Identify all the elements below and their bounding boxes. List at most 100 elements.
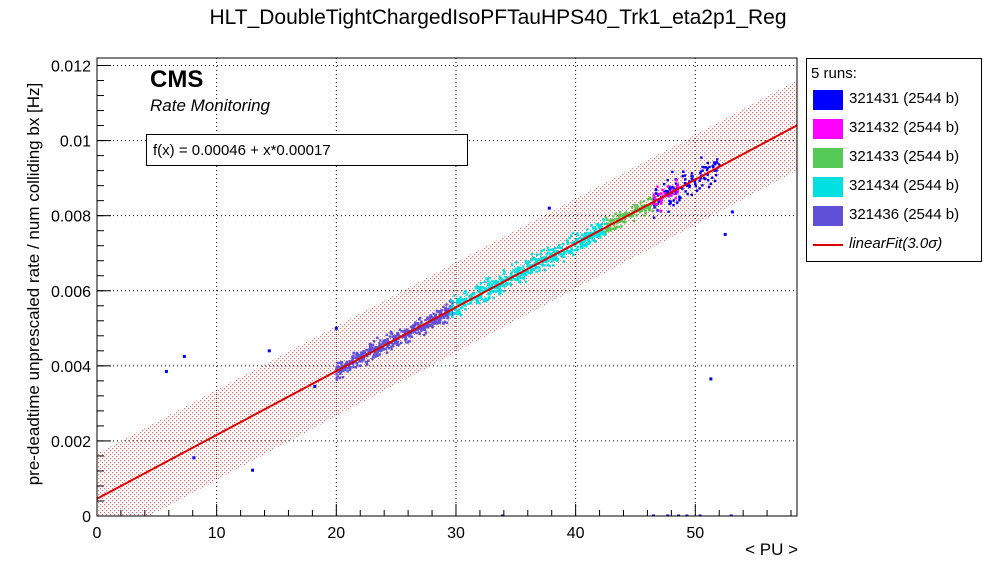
data-point [593,229,596,233]
data-point [443,320,447,324]
outlier-point [267,349,271,353]
data-point [677,185,680,189]
data-point [477,290,481,294]
data-point [397,343,400,347]
data-point [572,253,575,257]
data-point [492,290,495,293]
data-point [534,265,538,268]
data-point [356,364,359,367]
data-point [716,158,719,161]
y-tick-label: 0.004 [51,359,91,376]
data-point [558,252,562,256]
data-point [539,257,543,260]
data-point [394,342,398,345]
data-point [652,216,656,219]
data-point [576,248,580,252]
data-point [657,192,660,196]
outlier-point [313,384,317,388]
data-point [408,332,411,336]
data-point [367,350,371,354]
data-point [456,312,460,316]
data-point [647,209,651,212]
data-point [708,165,711,169]
data-point [540,258,544,262]
data-point [545,252,549,256]
data-point [587,233,591,236]
data-point [451,304,454,307]
data-point [678,195,681,198]
data-point [673,192,676,196]
legend-item-321431: 321431 (2544 b) [813,87,979,111]
data-point [541,263,544,266]
data-point [666,190,670,193]
data-point [459,298,463,302]
data-point [652,202,655,206]
data-point [372,339,376,343]
data-point [695,189,699,192]
outlier-point [666,514,670,516]
data-point [612,223,616,226]
data-point [586,228,589,231]
data-point [713,179,717,183]
data-point [418,316,422,320]
data-point [518,275,521,278]
data-point [421,325,424,329]
data-point [552,264,555,267]
data-point [676,191,679,194]
data-point [449,299,453,302]
data-point [636,207,639,210]
data-point [365,348,368,352]
data-point [390,341,393,345]
data-point [484,287,488,290]
data-point [555,255,558,258]
data-point [424,331,428,334]
data-point [517,276,520,280]
data-point [492,296,495,300]
data-point [574,244,577,247]
data-point [446,311,449,315]
data-point [335,376,338,380]
data-point [582,235,586,239]
data-point [649,204,652,207]
legend-label-321432: 321432 (2544 b) [849,119,960,136]
data-point [476,299,479,302]
data-point [701,169,704,172]
y-tick-label: 0 [82,509,91,526]
data-point [409,332,413,335]
data-point [610,218,613,221]
data-point [456,301,459,304]
data-point [597,224,601,227]
data-point [346,370,349,373]
data-point [676,189,680,192]
data-point [411,331,414,334]
data-point [660,192,663,195]
data-point [397,334,400,337]
data-point [538,266,541,269]
data-point [525,273,528,277]
data-point [655,203,658,206]
data-point [522,277,526,280]
data-point [365,363,369,366]
data-point [709,182,712,186]
data-point [578,236,581,240]
data-point [632,219,636,223]
data-point [398,328,402,331]
data-point [520,272,524,276]
data-point [618,220,621,223]
data-point [449,304,452,308]
data-point [510,263,514,266]
data-point [654,192,657,195]
data-point [487,283,490,286]
data-point [519,276,523,280]
data-point [374,355,377,358]
data-point [652,193,656,196]
data-point [587,238,590,241]
data-point [642,199,646,203]
data-point [556,257,559,261]
data-point [529,264,532,267]
data-point [650,197,653,201]
data-point [335,373,338,376]
legend-label-321436: 321436 (2544 b) [849,206,960,223]
outlier-point [685,514,689,516]
data-point [422,326,426,329]
